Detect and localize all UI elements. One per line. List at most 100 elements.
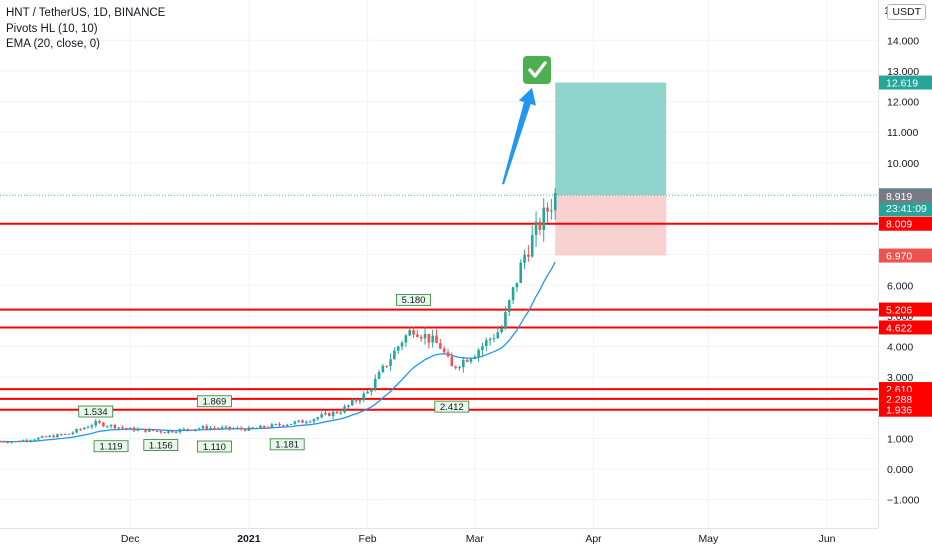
candle-body [504,312,507,329]
candle-body [308,421,312,423]
candle-body [377,372,381,379]
candle-body [446,352,450,357]
candle-body [477,350,480,357]
x-tick-label: 2021 [237,533,261,545]
candle-body [282,425,285,427]
candle-body [232,428,235,430]
candle-body [6,442,9,444]
candle-body [396,346,400,351]
price-label: 8.919 [886,191,912,203]
candle-body [121,427,124,429]
candle-body [347,405,350,407]
price-label-bg [879,216,932,231]
candle-body [236,427,239,429]
candle-body [339,412,343,414]
candle-body [63,433,67,435]
candle-body [465,359,469,362]
candle-body [327,412,331,417]
candle-body [335,411,339,414]
candle-body [182,428,186,430]
candle-body [213,427,216,429]
candle-body [132,427,136,431]
candle-body [484,340,488,347]
candle-body [546,207,549,212]
y-tick-label: 14.000 [887,35,919,47]
candle-body [82,427,86,430]
candle-body [419,336,423,339]
candle-body [462,359,465,368]
candle-body [385,365,389,367]
candle-body [163,432,166,434]
candle-body [527,254,530,257]
candle-body [17,441,21,443]
y-tick-label: 4.000 [887,342,913,354]
candle-body [331,411,335,417]
candle-body [285,424,289,426]
candle-body [393,350,396,360]
candle-body [435,335,438,344]
candle-body [442,348,446,353]
y-tick-label: 1.000 [887,433,913,445]
pivot-label-box [269,438,305,451]
x-tick-label: Apr [585,533,602,545]
candle-body [481,346,484,351]
check-badge-bg [523,56,551,84]
candle-body [67,433,71,435]
price-axis[interactable]: −1.0000.0001.0002.0003.0004.0005.0006.00… [887,35,920,506]
candle-body [416,334,419,337]
candle-body [148,429,151,432]
candle-body [216,428,220,430]
candle-body [167,430,170,433]
candle-body [105,426,109,428]
loss-zone[interactable] [555,195,667,256]
candle-body [159,431,163,433]
pivot-label: 5.180 [402,295,426,306]
arrow-up-icon[interactable] [502,87,536,185]
candle-body [171,430,174,433]
candle-body [343,406,346,413]
profit-zone[interactable] [555,82,667,196]
price-label-bg [879,391,932,406]
candle-body [197,428,201,430]
candle-body [439,343,442,349]
candle-body [381,365,385,373]
symbol-title[interactable]: HNT / TetherUS, 1D, BINANCE [6,7,166,19]
candle-body [266,427,270,429]
candle-body [324,412,327,415]
candle-body [59,434,63,436]
candle-body [136,429,140,431]
candle-body [151,429,155,431]
target-arrow[interactable] [502,87,536,185]
candle-body [75,429,78,433]
candle-body [373,378,377,390]
y-tick-label: 6.000 [887,280,913,292]
support-resistance-levels[interactable] [0,222,878,411]
candle-body [278,424,281,426]
candle-body [469,358,473,362]
pivot-label-box [78,405,114,418]
candle-body [79,429,82,431]
price-label: 1.936 [886,405,912,417]
candle-body [209,427,212,430]
price-axis-labels: 12.6198.93923:41:098.9198.0096.9705.2064… [879,75,932,417]
countdown-label: 23:41:09 [886,203,927,215]
candle-body [247,427,251,431]
indicator-ema[interactable]: EMA (20, close, 0) [6,38,100,50]
candle-body [389,359,392,366]
candle-body [90,425,94,428]
candle-body [21,440,25,442]
price-label-bg [879,248,932,263]
x-tick-label: Jun [819,533,836,545]
check-badge-icon [523,56,551,84]
candle-body [190,429,193,431]
indicator-pivots[interactable]: Pivots HL (10, 10) [6,22,98,35]
candle-body [301,420,304,423]
candle-body [224,426,228,428]
candle-body [40,436,44,438]
candle-body [473,356,477,359]
candle-body [350,400,354,406]
time-axis[interactable]: Dec2021FebMarAprMayJunJul [121,533,932,545]
currency-button[interactable]: USDT [887,4,926,20]
y-tick-label: 10.000 [887,158,919,170]
